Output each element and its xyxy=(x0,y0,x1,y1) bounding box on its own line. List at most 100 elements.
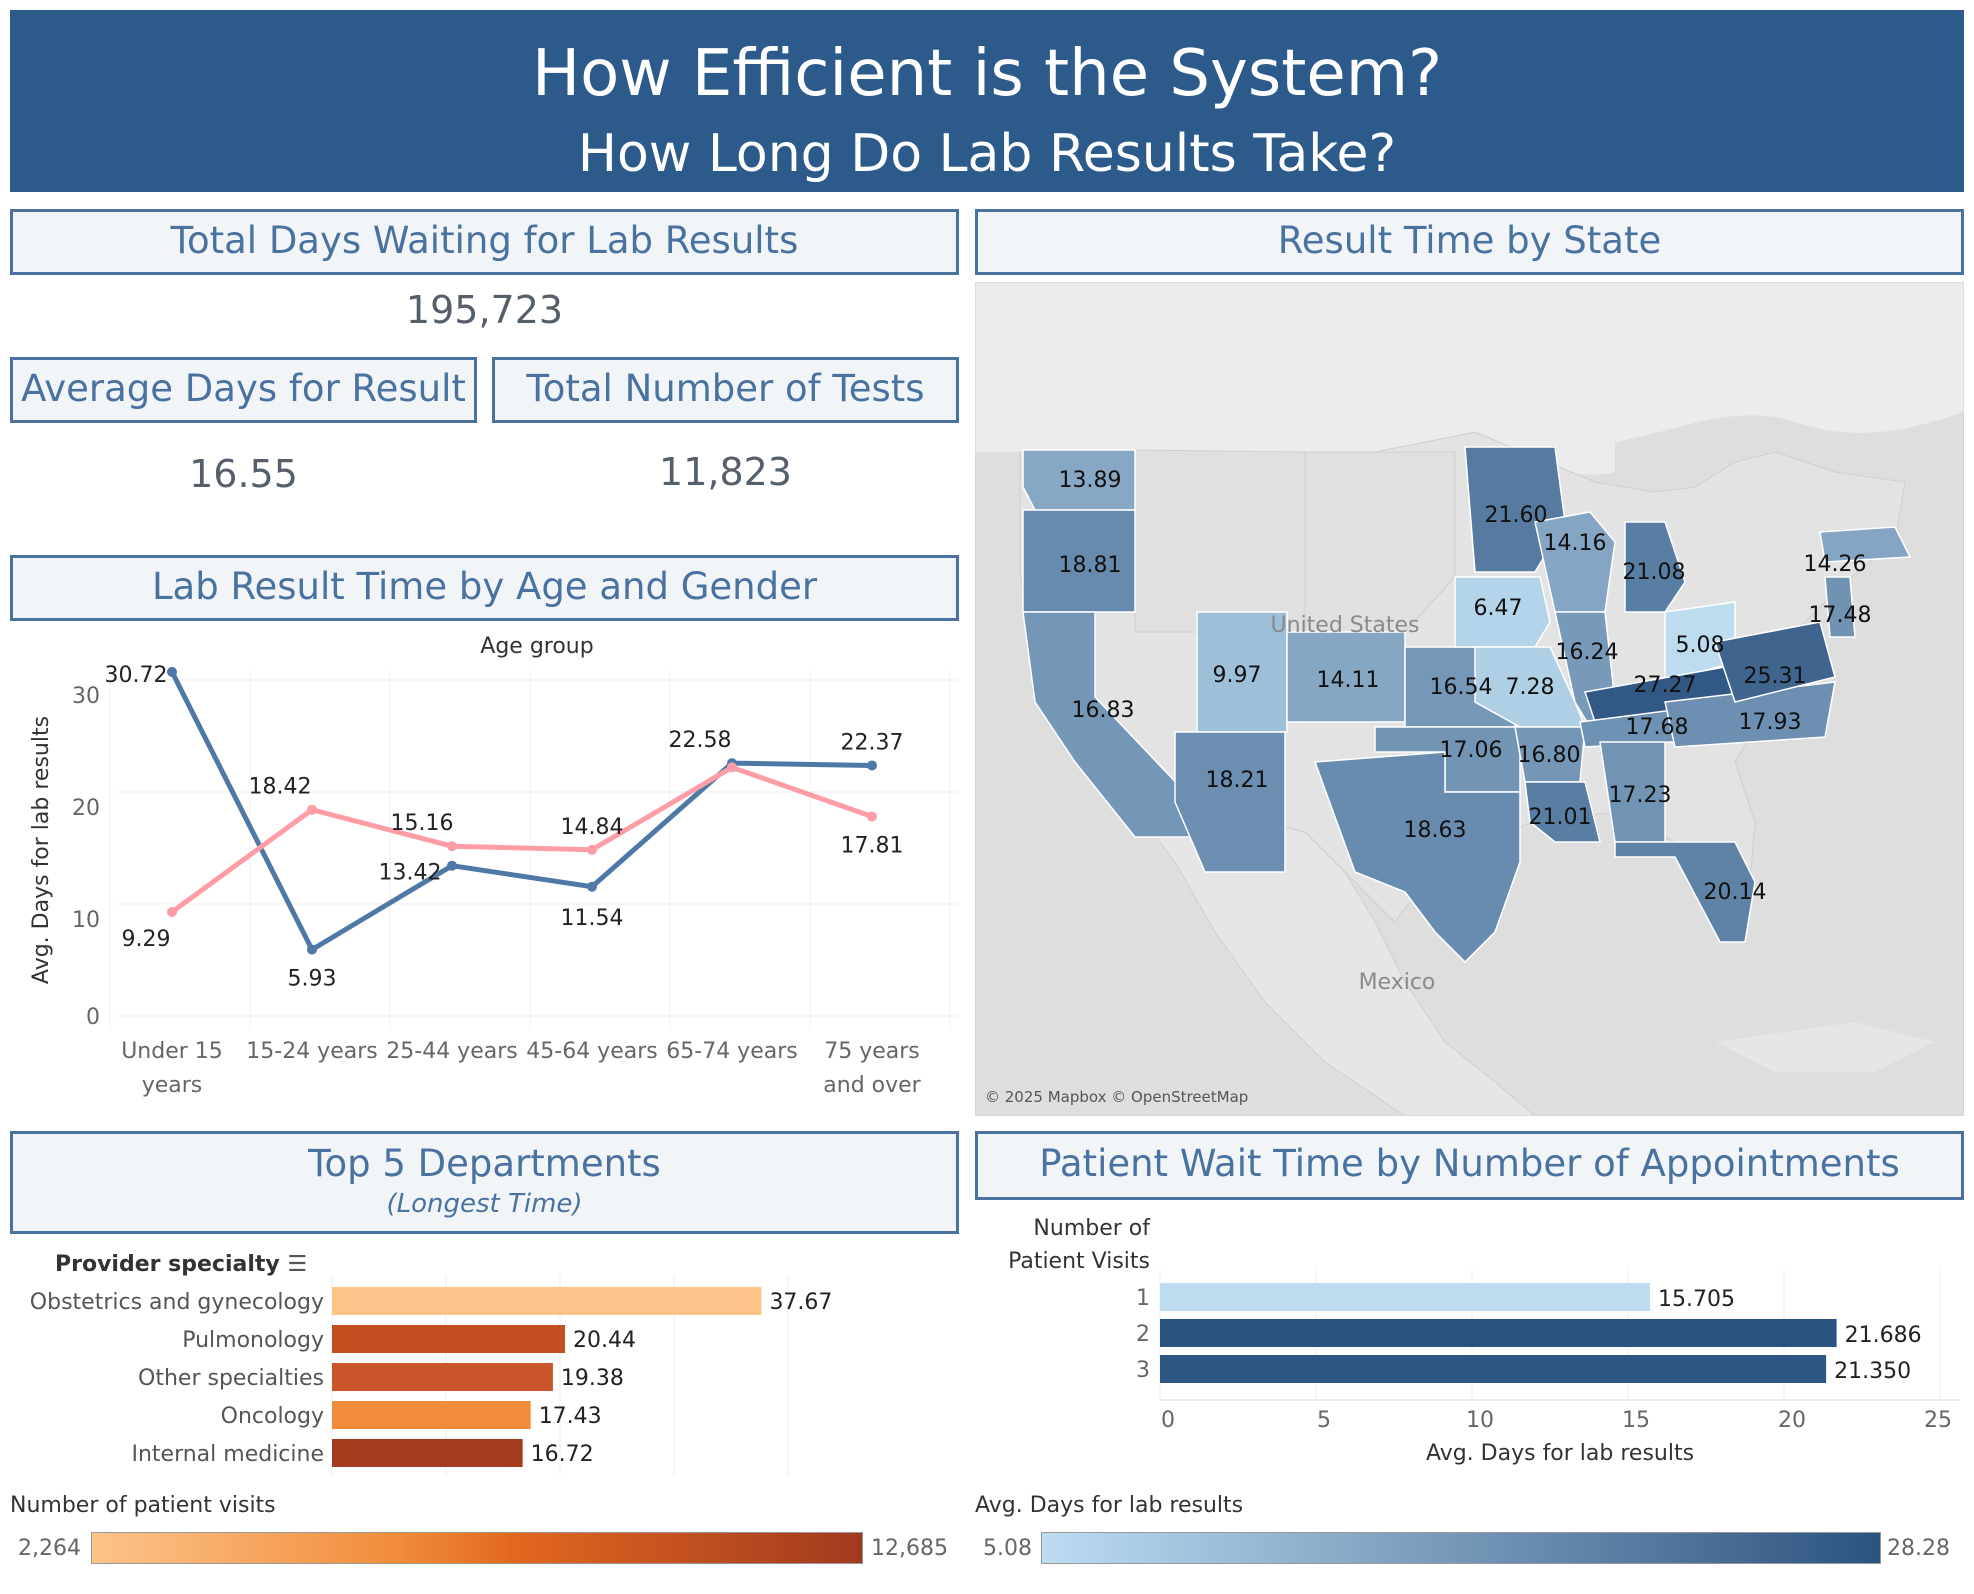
dashboard-title: How Efficient is the System? xyxy=(531,37,1443,111)
state-fl xyxy=(1614,841,1756,943)
x-tick: 5 xyxy=(1317,1408,1331,1433)
department-label: Pulmonology xyxy=(182,1328,324,1353)
state-value-label: 17.93 xyxy=(1739,710,1802,735)
state-value-label: 16.80 xyxy=(1518,743,1581,768)
sort-icon[interactable]: ☰ xyxy=(287,1252,308,1277)
x-tick: 25 xyxy=(1924,1408,1952,1433)
departments-subtitle: (Longest Time) xyxy=(386,1189,583,1219)
data-point xyxy=(447,841,457,852)
state-value-label: 18.63 xyxy=(1404,818,1467,843)
state-value-label: 21.60 xyxy=(1485,503,1548,528)
map-canvas: 13.89 18.81 16.83 9.97 18.21 14.11 16.54 17.06 1… xyxy=(975,282,1964,1116)
state-value-label: 14.16 xyxy=(1544,531,1607,556)
wait-time-bar xyxy=(1160,1319,1837,1347)
state-value-label: 9.97 xyxy=(1213,663,1262,688)
data-label: 11.54 xyxy=(561,906,624,931)
x-tick-label: 75 years and over xyxy=(823,1039,921,1098)
country-label-mexico: Mexico xyxy=(1359,970,1436,995)
state-nj xyxy=(1824,576,1856,638)
canada-landmass xyxy=(975,282,1964,475)
map-header: Result Time by State xyxy=(975,209,1964,275)
total-days-header: Total Days Waiting for Lab Results xyxy=(10,209,959,275)
series-line xyxy=(169,670,873,954)
appointments-y-header-line2: Patient Visits xyxy=(1008,1249,1150,1274)
visit-count-label: 1 xyxy=(1136,1286,1150,1311)
wait-time-value-label: 21.686 xyxy=(1845,1323,1922,1348)
department-value-label: 37.67 xyxy=(769,1290,832,1315)
x-tick-label: Under 15 years xyxy=(121,1039,223,1098)
department-value-label: 19.38 xyxy=(561,1366,624,1391)
state-value-label: 18.21 xyxy=(1206,768,1269,793)
avg-days-value: 16.55 xyxy=(189,452,298,496)
departments-chart: Obstetrics and gynecology 37.67 Pulmonolog… xyxy=(30,1275,832,1475)
state-ia xyxy=(1454,576,1551,648)
data-label: 13.42 xyxy=(379,861,442,886)
state-value-label: 21.08 xyxy=(1623,560,1686,585)
state-value-label: 17.06 xyxy=(1440,738,1503,763)
wait-time-value-label: 15.705 xyxy=(1658,1287,1735,1312)
appointments-bars: 1 15.705 2 21.686 3 21.350 xyxy=(1136,1283,1922,1384)
department-label: Other specialties xyxy=(138,1366,324,1391)
data-label: 9.29 xyxy=(122,927,171,952)
departments-title: Top 5 Departments xyxy=(308,1142,661,1185)
state-value-label: 18.81 xyxy=(1059,553,1122,578)
department-value-label: 20.44 xyxy=(573,1328,636,1353)
data-point xyxy=(307,804,317,815)
wait-time-value-label: 21.350 xyxy=(1834,1359,1911,1384)
state-map[interactable]: 13.89 18.81 16.83 9.97 18.21 14.11 16.54 17.06 1… xyxy=(975,282,1964,1116)
country-label-us: United States xyxy=(1271,613,1420,638)
state-value-label: 16.54 xyxy=(1430,675,1493,700)
state-shapes xyxy=(1022,446,1912,964)
departments-legend-min: 2,264 xyxy=(18,1536,81,1561)
age-gender-y-title: Avg. Days for lab results xyxy=(29,716,54,984)
total-tests-title: Total Number of Tests xyxy=(526,367,925,410)
data-point xyxy=(867,811,877,822)
state-value-label: 16.83 xyxy=(1072,698,1135,723)
state-wi xyxy=(1534,511,1616,613)
data-label: 14.84 xyxy=(561,815,624,840)
dashboard-subtitle: How Long Do Lab Results Take? xyxy=(577,124,1397,184)
data-label: 22.37 xyxy=(841,730,904,755)
map-attribution[interactable]: © 2025 Mapbox © OpenStreetMap xyxy=(985,1088,1248,1106)
state-value-label: 17.48 xyxy=(1809,603,1872,628)
appointments-legend-min: 5.08 xyxy=(983,1536,1032,1561)
department-label: Oncology xyxy=(221,1404,324,1429)
departments-bars: Obstetrics and gynecology 37.67 Pulmonolog… xyxy=(30,1287,832,1467)
y-tick: 10 xyxy=(72,908,100,933)
departments-axis-header[interactable]: Provider specialty ☰ xyxy=(55,1252,307,1277)
y-tick: 30 xyxy=(72,684,100,709)
data-label: 30.72 xyxy=(105,663,168,688)
data-point xyxy=(167,906,177,917)
appointments-x-ticks: 0 5 10 15 20 25 xyxy=(1161,1408,1952,1433)
state-tx xyxy=(1313,751,1521,964)
state-value-label: 16.24 xyxy=(1556,640,1619,665)
y-tick: 0 xyxy=(86,1005,100,1030)
departments-legend-ramp xyxy=(91,1532,863,1564)
state-value-label: 14.11 xyxy=(1317,668,1380,693)
age-gender-title: Lab Result Time by Age and Gender xyxy=(151,565,818,608)
total-tests-header: Total Number of Tests xyxy=(492,357,959,423)
state-labels: 13.89 18.81 16.83 9.97 18.21 14.11 16.54 17.06 1… xyxy=(1059,468,1872,905)
data-point xyxy=(167,666,177,677)
state-value-label: 17.68 xyxy=(1626,715,1689,740)
data-point xyxy=(727,762,737,773)
appointments-header: Patient Wait Time by Number of Appointme… xyxy=(975,1131,1964,1200)
y-tick: 20 xyxy=(72,796,100,821)
visit-count-label: 2 xyxy=(1136,1322,1150,1347)
avg-days-header: Average Days for Result xyxy=(10,357,477,423)
department-bar xyxy=(332,1287,762,1315)
appointments-y-header-line1: Number of xyxy=(1033,1216,1150,1241)
data-point xyxy=(447,860,457,871)
appointments-x-title: Avg. Days for lab results xyxy=(1426,1441,1694,1466)
state-no-data xyxy=(1134,449,1306,633)
caribbean-islands xyxy=(1715,1022,1935,1072)
state-value-label: 6.47 xyxy=(1474,596,1523,621)
data-point xyxy=(867,760,877,771)
state-mi xyxy=(1624,521,1686,613)
department-label: Internal medicine xyxy=(131,1442,324,1467)
state-no-data xyxy=(1304,451,1456,633)
state-value-label: 5.08 xyxy=(1676,633,1725,658)
age-gender-grid xyxy=(109,670,958,1030)
age-gender-y-ticks: 30 20 10 0 xyxy=(72,684,100,1030)
state-value-label: 27.27 xyxy=(1634,673,1697,698)
